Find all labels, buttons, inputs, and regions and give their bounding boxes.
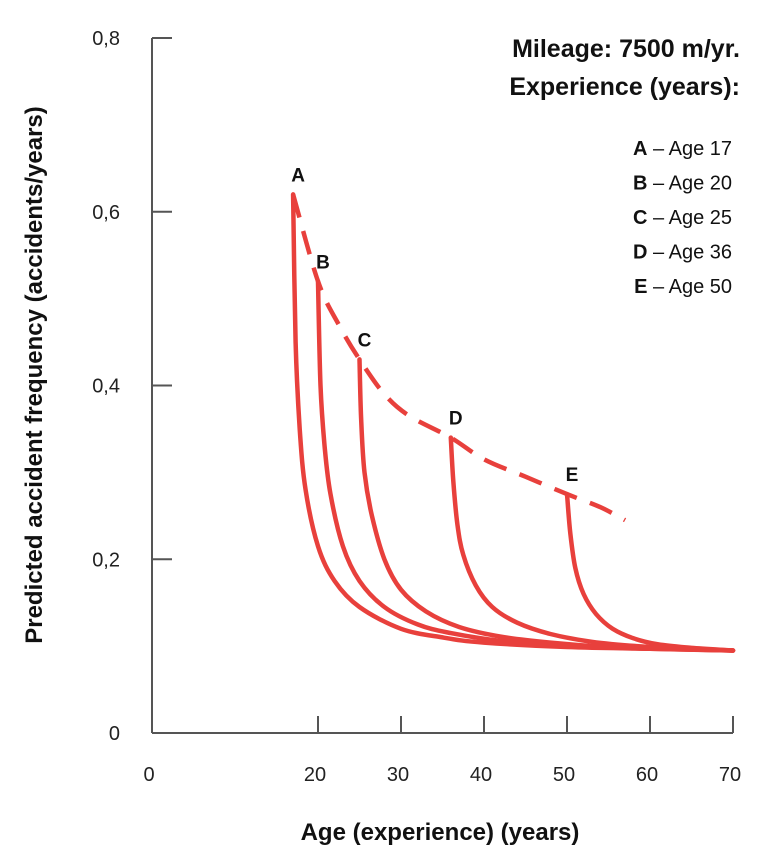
point-label-c: C (358, 330, 372, 351)
point-label-d: D (449, 409, 463, 430)
legend-entry-d: D – Age 36 (633, 242, 732, 264)
y-tick-label: 0,4 (92, 376, 120, 398)
legend-text: – Age 36 (647, 242, 732, 264)
x-tick-label: 30 (387, 764, 409, 786)
x-tick-label: 0 (143, 764, 154, 786)
axes: 0 0,2 0,4 0,6 0,8 0 20 30 40 50 60 70 (92, 28, 741, 786)
legend-key: C (633, 207, 647, 229)
y-tick-label: 0,6 (92, 202, 120, 224)
series-line-d (448, 435, 736, 653)
series-line-e (564, 491, 736, 653)
legend-entry-c: C – Age 25 (633, 207, 732, 229)
legend-text: – Age 25 (647, 207, 732, 229)
legend-key: E (634, 276, 647, 298)
y-tick-label: 0 (109, 723, 120, 745)
legend-title-line-1: Mileage: 7500 m/yr. (512, 35, 740, 63)
series-line-c (357, 357, 736, 653)
legend-text: – Age 50 (647, 276, 732, 298)
y-axis-title: Predicted accident frequency (accidents/… (21, 106, 48, 644)
legend-key: A (633, 138, 647, 160)
legend-key: D (633, 242, 647, 264)
x-axis-title: Age (experience) (years) (301, 819, 580, 846)
legend-text: – Age 17 (647, 138, 732, 160)
x-tick-label: 40 (470, 764, 492, 786)
y-tick-label: 0,8 (92, 28, 120, 50)
legend-entry-e: E – Age 50 (634, 276, 732, 298)
point-label-b: B (316, 252, 330, 273)
point-labels: A B C D E (291, 165, 578, 486)
legend-entries: A – Age 17B – Age 20C – Age 25D – Age 36… (633, 138, 732, 298)
point-label-e: E (566, 465, 579, 486)
legend-text: – Age 20 (647, 173, 732, 195)
series-line-b (315, 279, 736, 653)
x-tick-label: 70 (719, 764, 741, 786)
legend-title-line-2: Experience (years): (509, 73, 740, 101)
y-tick-label: 0,2 (92, 549, 120, 571)
x-tick-label: 60 (636, 764, 658, 786)
point-label-a: A (291, 165, 305, 186)
curves (290, 192, 736, 653)
legend-key: B (633, 173, 647, 195)
legend-entry-b: B – Age 20 (633, 173, 732, 195)
legend-entry-a: A – Age 17 (633, 138, 732, 160)
x-tick-label: 20 (304, 764, 326, 786)
x-tick-label: 50 (553, 764, 575, 786)
legend: Mileage: 7500 m/yr. Experience (years): … (509, 35, 740, 298)
